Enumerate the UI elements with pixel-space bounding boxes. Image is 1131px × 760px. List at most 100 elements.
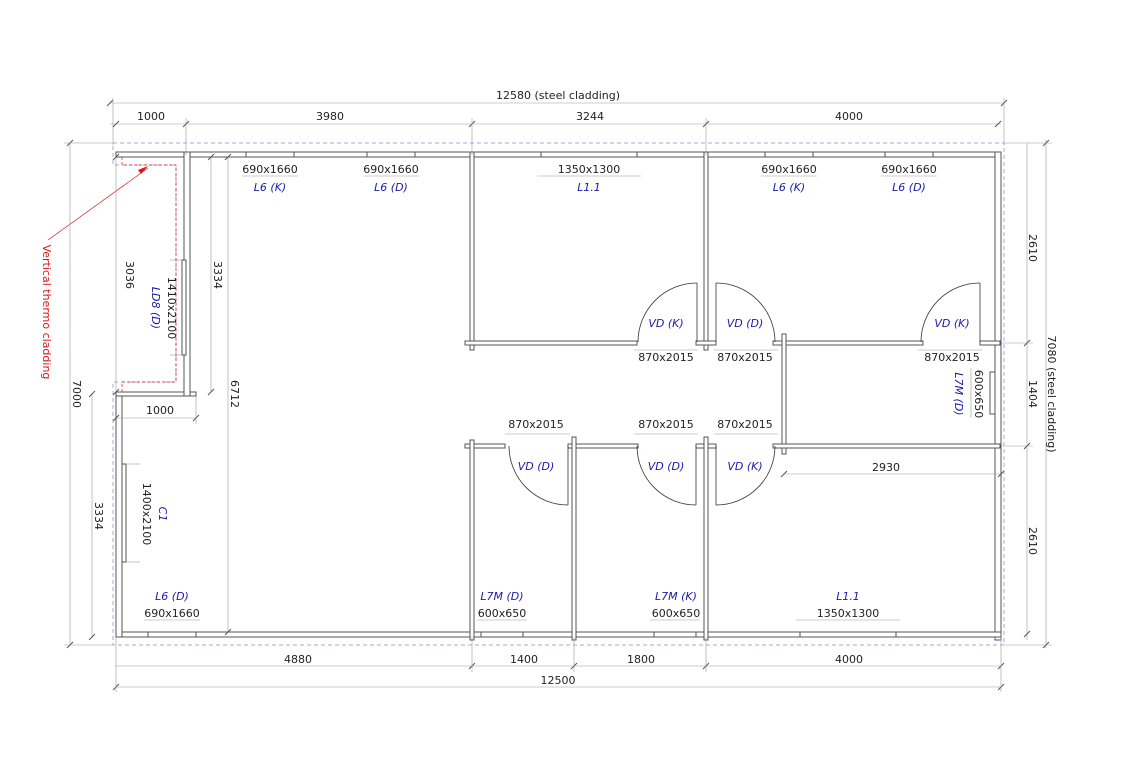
door-type-8: C1 bbox=[156, 507, 169, 522]
window-type-2: L6 (D) bbox=[374, 181, 408, 194]
door-size-4: 870x2015 bbox=[508, 418, 564, 431]
dim-left-lower: 3334 bbox=[92, 502, 105, 530]
dim-top-seg-1: 1000 bbox=[137, 110, 165, 123]
wall-v4 bbox=[469, 439, 475, 641]
thermo-cladding-label: Vertical thermo cladding bbox=[40, 245, 53, 380]
porch-bottom-wall bbox=[115, 391, 197, 397]
window-2 bbox=[366, 151, 416, 158]
window-size-9: 600x650 bbox=[652, 607, 701, 620]
dim-bottom-seg-2: 1400 bbox=[510, 653, 538, 666]
window-type-3: L1.1 bbox=[577, 181, 601, 194]
window-size-4: 690x1660 bbox=[761, 163, 817, 176]
dim-bottom-seg-4: 4000 bbox=[835, 653, 863, 666]
wall-v5 bbox=[571, 436, 577, 641]
wall-h1d bbox=[979, 340, 1001, 346]
dim-bottom-seg-1: 4880 bbox=[284, 653, 312, 666]
wall-h2b bbox=[567, 443, 639, 449]
dim-porch-width: 1000 bbox=[146, 404, 174, 417]
door-vd-d-3 bbox=[636, 445, 697, 506]
left-wall bbox=[115, 391, 123, 638]
dim-top-seg-3: 3244 bbox=[576, 110, 604, 123]
wall-v2 bbox=[703, 151, 709, 351]
door-size-5: 870x2015 bbox=[638, 418, 694, 431]
dimension-lines bbox=[64, 98, 1052, 692]
arrow-icon bbox=[138, 166, 148, 174]
wall-v3 bbox=[781, 333, 787, 455]
window-type-4: L6 (K) bbox=[773, 181, 805, 194]
thermo-cladding-markup bbox=[47, 157, 177, 392]
window-size-10: 1350x1300 bbox=[817, 607, 880, 620]
windows bbox=[144, 151, 996, 638]
dim-total-top: 12580 (steel cladding) bbox=[496, 89, 620, 102]
door-vd-k-2 bbox=[920, 282, 981, 343]
window-8 bbox=[480, 631, 524, 638]
wall-h2a bbox=[464, 443, 506, 449]
doors bbox=[121, 259, 981, 563]
wall-h2d bbox=[772, 443, 1001, 449]
window-3 bbox=[540, 151, 638, 158]
dim-right-total: 7080 (steel cladding) bbox=[1045, 335, 1058, 452]
window-type-9: L7M (K) bbox=[655, 590, 697, 603]
window-1 bbox=[245, 151, 295, 158]
door-vd-k-3 bbox=[715, 445, 776, 506]
dim-right-seg-1: 2610 bbox=[1026, 234, 1039, 262]
cladding-outline bbox=[112, 142, 1005, 646]
door-size-3: 870x2015 bbox=[924, 351, 980, 364]
outer-walls bbox=[115, 151, 1002, 641]
window-7 bbox=[147, 631, 197, 638]
wall-v1 bbox=[469, 151, 475, 351]
dim-bottom-seg-3: 1800 bbox=[627, 653, 655, 666]
window-9 bbox=[653, 631, 697, 638]
door-type-6: VD (K) bbox=[727, 460, 762, 473]
window-type-7: L6 (D) bbox=[155, 590, 189, 603]
dim-top-seg-4: 4000 bbox=[835, 110, 863, 123]
door-type-4: VD (D) bbox=[518, 460, 555, 473]
door-c1 bbox=[121, 463, 140, 563]
dim-porch-height: 3036 bbox=[123, 261, 136, 289]
door-vd-k-1 bbox=[637, 282, 698, 343]
dim-total-bottom: 12500 bbox=[541, 674, 576, 687]
wall-v6 bbox=[703, 436, 709, 641]
wall-h1a bbox=[464, 340, 638, 346]
door-type-5: VD (D) bbox=[648, 460, 685, 473]
dim-left-total: 7000 bbox=[70, 380, 83, 408]
right-wall bbox=[994, 151, 1002, 641]
door-type-1: VD (K) bbox=[648, 317, 683, 330]
door-size-2: 870x2015 bbox=[717, 351, 773, 364]
window-5 bbox=[884, 151, 934, 158]
window-size-6: 600x650 bbox=[972, 370, 985, 419]
door-size-6: 870x2015 bbox=[717, 418, 773, 431]
door-size-1: 870x2015 bbox=[638, 351, 694, 364]
window-size-2: 690x1660 bbox=[363, 163, 419, 176]
dim-right-seg-3: 2610 bbox=[1026, 527, 1039, 555]
window-size-8: 600x650 bbox=[478, 607, 527, 620]
dim-porch-inner: 3334 bbox=[211, 261, 224, 289]
window-size-1: 690x1660 bbox=[242, 163, 298, 176]
door-type-2: VD (D) bbox=[727, 317, 764, 330]
wall-h1c bbox=[772, 340, 924, 346]
door-size-7: 1410x2100 bbox=[165, 277, 178, 340]
wall-h1b bbox=[695, 340, 717, 346]
window-type-6: L7M (D) bbox=[952, 372, 965, 415]
window-type-10: L1.1 bbox=[836, 590, 860, 603]
dim-right-seg-2: 1404 bbox=[1026, 380, 1039, 408]
window-size-7: 690x1660 bbox=[144, 607, 200, 620]
window-size-5: 690x1660 bbox=[881, 163, 937, 176]
window-type-8: L7M (D) bbox=[480, 590, 523, 603]
dim-corridor-width: 2930 bbox=[872, 461, 900, 474]
door-vd-d-1 bbox=[715, 282, 776, 343]
dim-top-seg-2: 3980 bbox=[316, 110, 344, 123]
window-10 bbox=[799, 631, 897, 638]
door-type-3: VD (K) bbox=[934, 317, 969, 330]
window-6 bbox=[989, 371, 996, 415]
door-size-8: 1400x2100 bbox=[140, 483, 153, 546]
dim-inner-height: 6712 bbox=[228, 380, 241, 408]
porch-top-wall bbox=[115, 151, 191, 158]
inner-walls bbox=[464, 151, 1001, 641]
window-type-1: L6 (K) bbox=[254, 181, 286, 194]
window-size-3: 1350x1300 bbox=[558, 163, 621, 176]
window-type-5: L6 (D) bbox=[892, 181, 926, 194]
window-4 bbox=[764, 151, 814, 158]
door-type-7: LD8 (D) bbox=[149, 287, 162, 329]
